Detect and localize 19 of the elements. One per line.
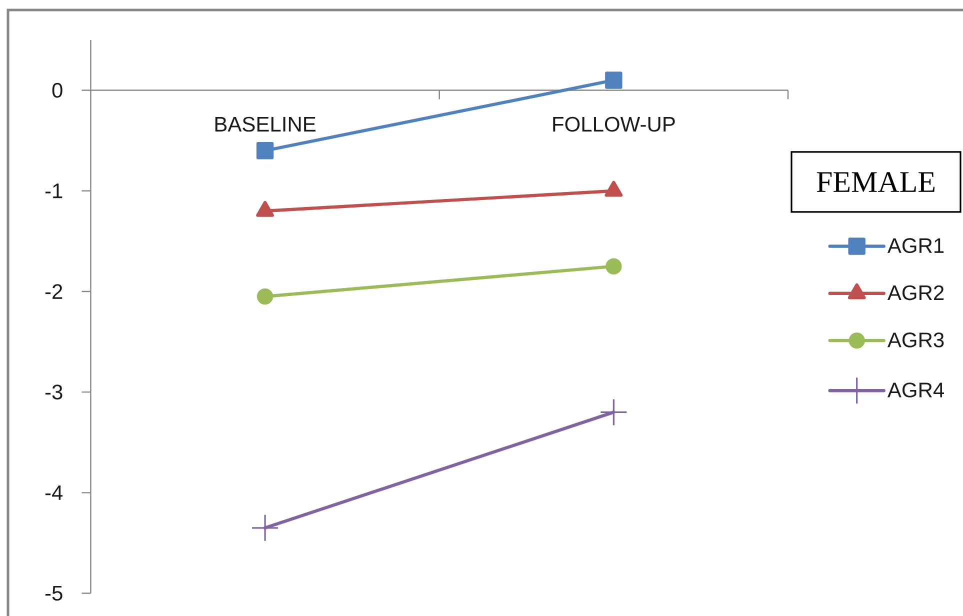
y-tick-label: -3 <box>45 384 62 400</box>
legend-label: AGR4 <box>887 382 944 398</box>
point <box>605 72 622 89</box>
point <box>252 514 278 541</box>
y-tick-label: -4 <box>45 485 63 500</box>
y-tick-label: -1 <box>45 184 62 198</box>
point <box>256 288 274 305</box>
y-tick-label: -2 <box>45 284 62 299</box>
x-tick-label: BASELINE <box>215 116 316 132</box>
point <box>256 142 274 160</box>
legend-label: AGR2 <box>887 285 944 300</box>
point <box>600 399 627 426</box>
y-tick-label: 0 <box>52 82 62 98</box>
legend-label: AGR3 <box>887 332 944 348</box>
legend-title: FEMALE <box>816 172 934 192</box>
y-tick-label: -5 <box>45 586 62 601</box>
legend-label: AGR1 <box>887 238 944 254</box>
x-tick-label: FOLLOW-UP <box>553 116 675 132</box>
point <box>606 258 622 274</box>
